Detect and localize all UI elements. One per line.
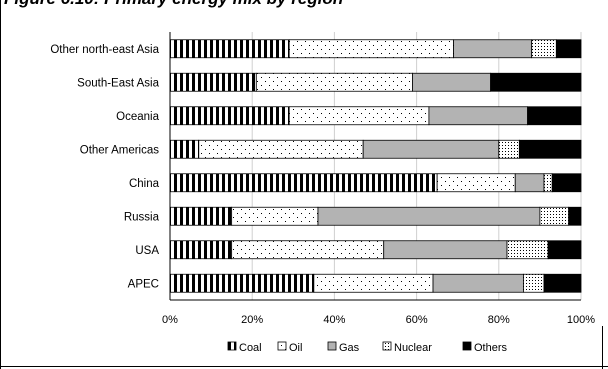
- frame-bottom-border: [0, 366, 608, 367]
- bar-segment-others-oceania: [527, 106, 582, 126]
- axes: [169, 32, 581, 301]
- bar-segment-gas-oceania: [428, 106, 528, 126]
- bar-segment-others-south-east-asia: [490, 72, 582, 92]
- bar-segment-oil-apec: [313, 273, 434, 293]
- bars: [169, 39, 582, 293]
- bar-segment-coal-oceania: [169, 106, 290, 126]
- bar-segment-others-russia: [568, 206, 582, 226]
- bar-segment-gas-china: [514, 173, 545, 193]
- bar-segment-gas-russia: [317, 206, 541, 226]
- bar-segment-gas-other-north-east-asia: [453, 39, 533, 59]
- legend-swatch-oil: [277, 341, 287, 351]
- bar-segment-oil-russia: [231, 206, 319, 226]
- bar-segment-coal-south-east-asia: [169, 72, 257, 92]
- bar-segment-others-other-north-east-asia: [555, 39, 582, 59]
- bar-segment-others-apec: [543, 273, 582, 293]
- x-tick-label: 20%: [241, 314, 263, 326]
- bar-segment-coal-china: [169, 173, 438, 193]
- bar-segment-coal-other-north-east-asia: [169, 39, 290, 59]
- frame-left-border: [0, 0, 1, 369]
- bar-segment-gas-usa: [383, 240, 508, 260]
- bar-segment-others-china: [551, 173, 582, 193]
- x-tick-label: 0%: [162, 314, 178, 326]
- category-label: USA: [135, 245, 159, 257]
- bar-segment-nuclear-other-north-east-asia: [531, 39, 557, 59]
- bar-segment-nuclear-apec: [523, 273, 545, 293]
- bar-segment-nuclear-other-americas: [498, 139, 520, 159]
- category-label: APEC: [128, 278, 159, 290]
- x-tick-label: 100%: [567, 314, 595, 326]
- bar-segment-coal-russia: [169, 206, 233, 226]
- bar-segment-oil-other-americas: [198, 139, 364, 159]
- bar-segment-oil-oceania: [288, 106, 430, 126]
- category-label: China: [129, 178, 160, 190]
- legend-swatch-nuclear: [382, 341, 392, 351]
- category-label: Other Americas: [80, 144, 159, 156]
- bar-segment-oil-south-east-asia: [255, 72, 413, 92]
- category-label: Oceania: [116, 111, 159, 123]
- x-tick-labels: 0% 20% 40% 60% 80% 100%: [162, 314, 595, 326]
- legend-label-oil: Oil: [289, 342, 302, 354]
- x-tick-label: 80%: [488, 314, 510, 326]
- bar-segment-nuclear-russia: [539, 206, 570, 226]
- legend-swatch-others: [462, 341, 472, 351]
- category-label: South-East Asia: [77, 77, 159, 89]
- bar-segment-coal-apec: [169, 273, 315, 293]
- bar-segment-coal-other-americas: [169, 139, 200, 159]
- bar-segment-nuclear-china: [543, 173, 553, 193]
- category-label: Other north-east Asia: [50, 44, 159, 56]
- legend-swatch-gas: [327, 341, 337, 351]
- bar-segment-gas-apec: [432, 273, 524, 293]
- legend-label-nuclear: Nuclear: [394, 342, 432, 354]
- legend-label-gas: Gas: [339, 342, 360, 354]
- x-tick-label: 60%: [406, 314, 428, 326]
- bar-segment-gas-other-americas: [362, 139, 500, 159]
- bar-segment-coal-usa: [169, 240, 233, 260]
- frame-right-border: [602, 326, 603, 369]
- bar-segment-oil-china: [436, 173, 516, 193]
- chart-title: Figure 6.10: Primary energy mix by regio…: [4, 0, 343, 9]
- bar-segment-oil-other-north-east-asia: [288, 39, 454, 59]
- legend-label-others: Others: [474, 342, 508, 354]
- gridlines: [251, 32, 582, 300]
- bar-segment-nuclear-usa: [506, 240, 549, 260]
- legend: Coal Oil Gas Nuclear Others: [227, 341, 508, 354]
- bar-segment-others-usa: [547, 240, 582, 260]
- x-tick-label: 40%: [323, 314, 345, 326]
- bar-segment-others-other-americas: [518, 139, 582, 159]
- category-labels: Other north-east Asia South-East Asia Ocea…: [50, 44, 159, 291]
- legend-label-coal: Coal: [239, 342, 262, 354]
- category-label: Russia: [124, 211, 160, 223]
- bar-segment-gas-south-east-asia: [412, 72, 491, 92]
- bar-segment-oil-usa: [231, 240, 385, 260]
- chart-title-strip: Figure 6.10: Primary energy mix by regio…: [0, 0, 608, 12]
- legend-swatch-coal: [227, 341, 237, 351]
